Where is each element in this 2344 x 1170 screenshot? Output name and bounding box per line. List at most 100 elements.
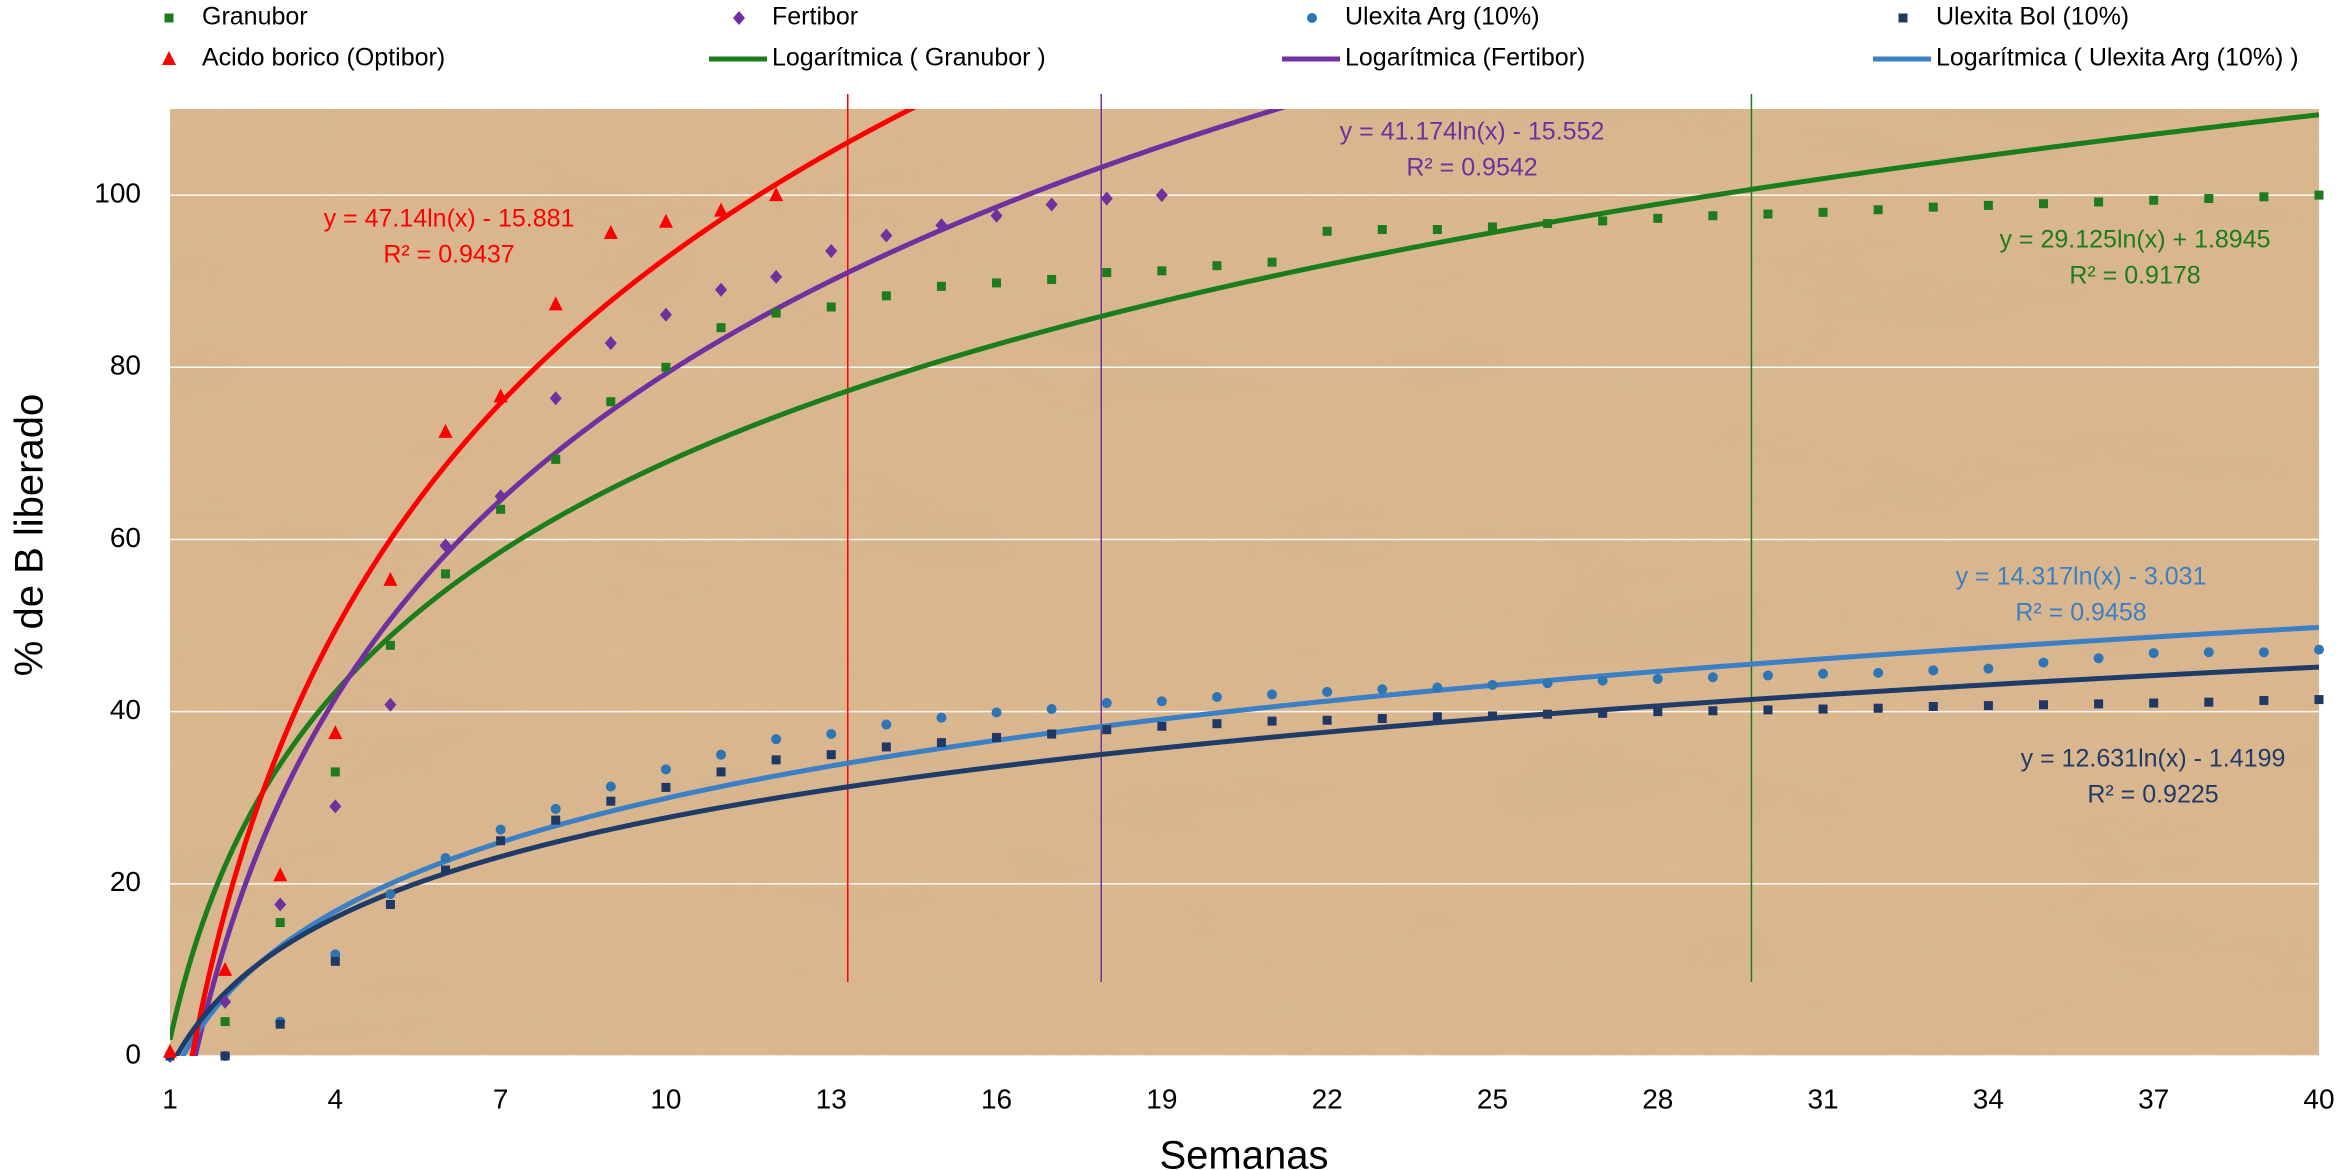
data-point — [881, 719, 892, 730]
data-point — [1763, 209, 1773, 219]
trend-equation: y = 47.14ln(x) - 15.881 — [324, 205, 575, 233]
plot-texture — [170, 109, 2319, 1056]
data-point — [1045, 197, 1058, 212]
legend-label: Logarítmica (Fertibor) — [1345, 44, 1585, 72]
data-point — [1267, 689, 1278, 700]
data-point — [439, 538, 452, 553]
data-point — [1377, 684, 1388, 695]
data-point — [604, 336, 617, 351]
legend-label: Ulexita Bol (10%) — [1936, 3, 2129, 31]
x-tick-label: 28 — [1642, 1083, 1673, 1114]
data-point — [220, 1051, 230, 1061]
data-point — [1983, 701, 1993, 711]
data-point — [880, 228, 893, 243]
trendline — [192, 109, 1287, 1056]
data-point — [771, 755, 781, 765]
trendline — [180, 624, 2319, 1056]
y-tick-label: 0 — [125, 1038, 141, 1069]
data-point — [274, 897, 287, 912]
data-point — [1542, 678, 1553, 689]
data-point — [1047, 729, 1057, 739]
x-tick-label: 31 — [1807, 1083, 1838, 1114]
legend-label: Logarítmica ( Granubor ) — [772, 44, 1046, 72]
data-point — [771, 308, 781, 318]
data-point — [548, 296, 563, 311]
data-point — [551, 815, 561, 825]
x-tick-label: 4 — [328, 1083, 344, 1114]
x-tick-label: 1 — [162, 1083, 178, 1114]
data-point — [716, 749, 727, 760]
legend-label: Fertibor — [772, 3, 858, 31]
data-point — [826, 729, 837, 740]
trendline — [170, 112, 2319, 1041]
data-point — [273, 867, 288, 882]
data-point — [1102, 268, 1112, 278]
data-point — [494, 489, 507, 504]
data-point — [330, 956, 340, 966]
data-point — [1322, 686, 1333, 697]
data-point — [660, 764, 671, 775]
data-point — [1157, 266, 1167, 276]
data-point — [218, 961, 233, 976]
y-tick-label: 40 — [110, 694, 141, 725]
data-point — [1818, 704, 1828, 714]
trend-r2: R² = 0.9437 — [383, 241, 514, 269]
data-point — [714, 202, 729, 217]
trend-r2: R² = 0.9458 — [2015, 599, 2146, 627]
legend-label: Granubor — [202, 3, 308, 31]
data-point — [1543, 709, 1553, 719]
legend-marker — [1307, 13, 1317, 23]
data-point — [1928, 665, 1939, 676]
data-point — [769, 187, 784, 202]
data-point — [550, 803, 561, 814]
data-point — [1212, 261, 1222, 271]
data-point — [825, 244, 838, 259]
data-point — [1432, 682, 1443, 693]
trend-r2: R² = 0.9178 — [2069, 262, 2200, 290]
data-point — [1873, 667, 1884, 678]
data-point — [603, 224, 618, 239]
data-point — [1708, 211, 1718, 221]
data-point — [2148, 648, 2159, 659]
x-tick-label: 37 — [2138, 1083, 2169, 1114]
data-point — [992, 278, 1002, 288]
data-point — [936, 738, 946, 748]
data-point — [1377, 714, 1387, 724]
data-point — [2259, 695, 2269, 705]
trend-equation: y = 41.174ln(x) - 15.552 — [1340, 118, 1605, 146]
data-point — [1047, 274, 1057, 284]
y-tick-label: 80 — [110, 350, 141, 381]
data-point — [936, 712, 947, 723]
data-point — [2314, 644, 2324, 655]
data-point — [2314, 190, 2324, 200]
legend-marker — [733, 11, 745, 25]
data-point — [1155, 188, 1168, 203]
x-tick-label: 10 — [650, 1083, 681, 1114]
data-point — [496, 836, 506, 846]
legend-marker — [162, 51, 176, 65]
data-point — [2259, 192, 2269, 202]
data-point — [1983, 663, 1994, 674]
data-point — [384, 697, 397, 712]
data-point — [328, 725, 343, 740]
data-point — [935, 218, 948, 233]
data-point — [881, 291, 891, 301]
legend-marker — [1898, 13, 1908, 23]
data-point — [826, 302, 836, 312]
data-point — [1487, 711, 1497, 721]
data-point — [1100, 191, 1113, 206]
data-point — [1487, 679, 1498, 690]
data-point — [605, 781, 616, 792]
data-point — [659, 307, 672, 322]
data-point — [1928, 202, 1938, 212]
trend-equation: y = 14.317ln(x) - 3.031 — [1956, 563, 2207, 591]
y-tick-label: 20 — [110, 866, 141, 897]
data-point — [385, 899, 395, 909]
data-point — [275, 1019, 285, 1029]
data-point — [1046, 704, 1057, 715]
data-point — [716, 323, 726, 333]
data-point — [716, 767, 726, 777]
data-point — [2094, 699, 2104, 709]
data-point — [1708, 706, 1718, 716]
